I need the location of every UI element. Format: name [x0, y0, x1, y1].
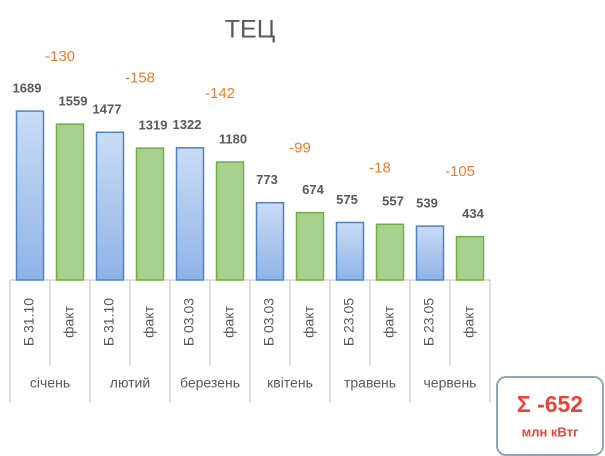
x-tick-label: Б 03.03	[181, 298, 197, 346]
group-label: березень	[180, 375, 240, 391]
total-unit: млн кВтг	[522, 424, 579, 439]
value-label: 1319	[139, 118, 168, 133]
bar	[295, 211, 325, 281]
bar	[375, 223, 405, 281]
x-tick-label: факт	[461, 305, 477, 338]
x-tick-label: факт	[381, 305, 397, 338]
group-label: травень	[344, 375, 396, 391]
x-tick-label: факт	[221, 305, 237, 338]
bar	[455, 235, 485, 281]
annotation: -18	[369, 159, 391, 176]
x-tick-label: Б 03.03	[261, 298, 277, 346]
bar	[135, 147, 165, 281]
x-tick-label: Б 23.05	[341, 298, 357, 346]
value-label: 674	[302, 182, 324, 197]
bar	[15, 110, 45, 281]
group-label: квітень	[267, 375, 313, 391]
value-label: 539	[416, 196, 438, 211]
group-label: червень	[424, 375, 477, 391]
bar	[335, 221, 365, 281]
bar	[415, 225, 445, 281]
annotation: -99	[289, 140, 311, 157]
x-tick-label: Б 23.05	[421, 298, 437, 346]
value-label: 1180	[219, 131, 247, 146]
value-label: 1322	[173, 117, 202, 132]
value-label: 1689	[13, 81, 42, 96]
value-label: 575	[336, 192, 358, 207]
bar	[215, 161, 245, 281]
value-label: 773	[256, 172, 278, 187]
value-label: 434	[462, 206, 484, 221]
total-box	[496, 376, 604, 456]
bar	[55, 123, 85, 281]
bar	[255, 201, 285, 281]
x-tick-label: факт	[141, 305, 157, 338]
x-tick-label: Б 31.10	[101, 298, 117, 346]
annotation: -105	[445, 163, 475, 180]
bar	[175, 147, 205, 281]
x-tick-label: факт	[61, 305, 77, 338]
annotation: -130	[45, 48, 75, 65]
total-label: Σ -652	[517, 391, 583, 417]
group-label: лютий	[110, 375, 150, 391]
bar	[95, 131, 125, 281]
annotation: -142	[205, 85, 235, 102]
annotation: -158	[125, 69, 155, 86]
x-tick-label: факт	[301, 305, 317, 338]
group-label: січень	[30, 375, 70, 391]
value-label: 557	[382, 194, 404, 209]
x-tick-label: Б 31.10	[21, 298, 37, 346]
value-label: 1559	[59, 94, 88, 109]
value-label: 1477	[93, 102, 122, 117]
chart-title: ТЕЦ	[225, 16, 276, 44]
